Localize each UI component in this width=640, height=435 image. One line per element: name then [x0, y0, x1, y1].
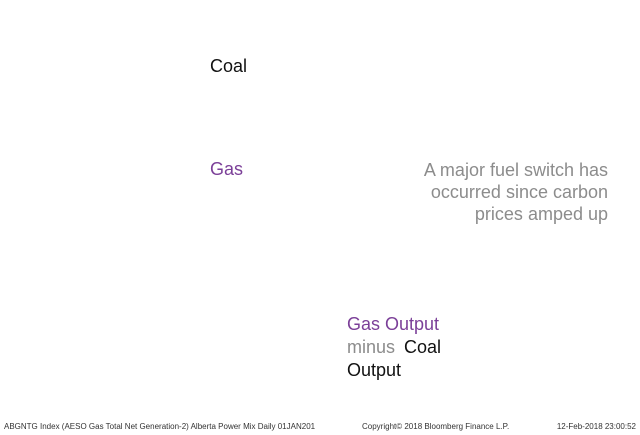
annotation: minus	[347, 337, 395, 357]
annotation: A major fuel switch has	[424, 160, 608, 180]
footer: 12-Feb-2018 23:00:52	[557, 422, 637, 431]
footer: Copyright© 2018 Bloomberg Finance L.P.	[362, 422, 509, 431]
annotation: Coal	[404, 337, 441, 357]
annotation: prices amped up	[475, 204, 608, 224]
annotation: occurred since carbon	[431, 182, 608, 202]
annotation: Gas	[210, 159, 243, 179]
annotation: Output	[347, 360, 401, 380]
footer: ABGNTG Index (AESO Gas Total Net Generat…	[4, 422, 316, 431]
annotation: Coal	[210, 56, 247, 76]
annotation: Gas Output	[347, 314, 439, 334]
